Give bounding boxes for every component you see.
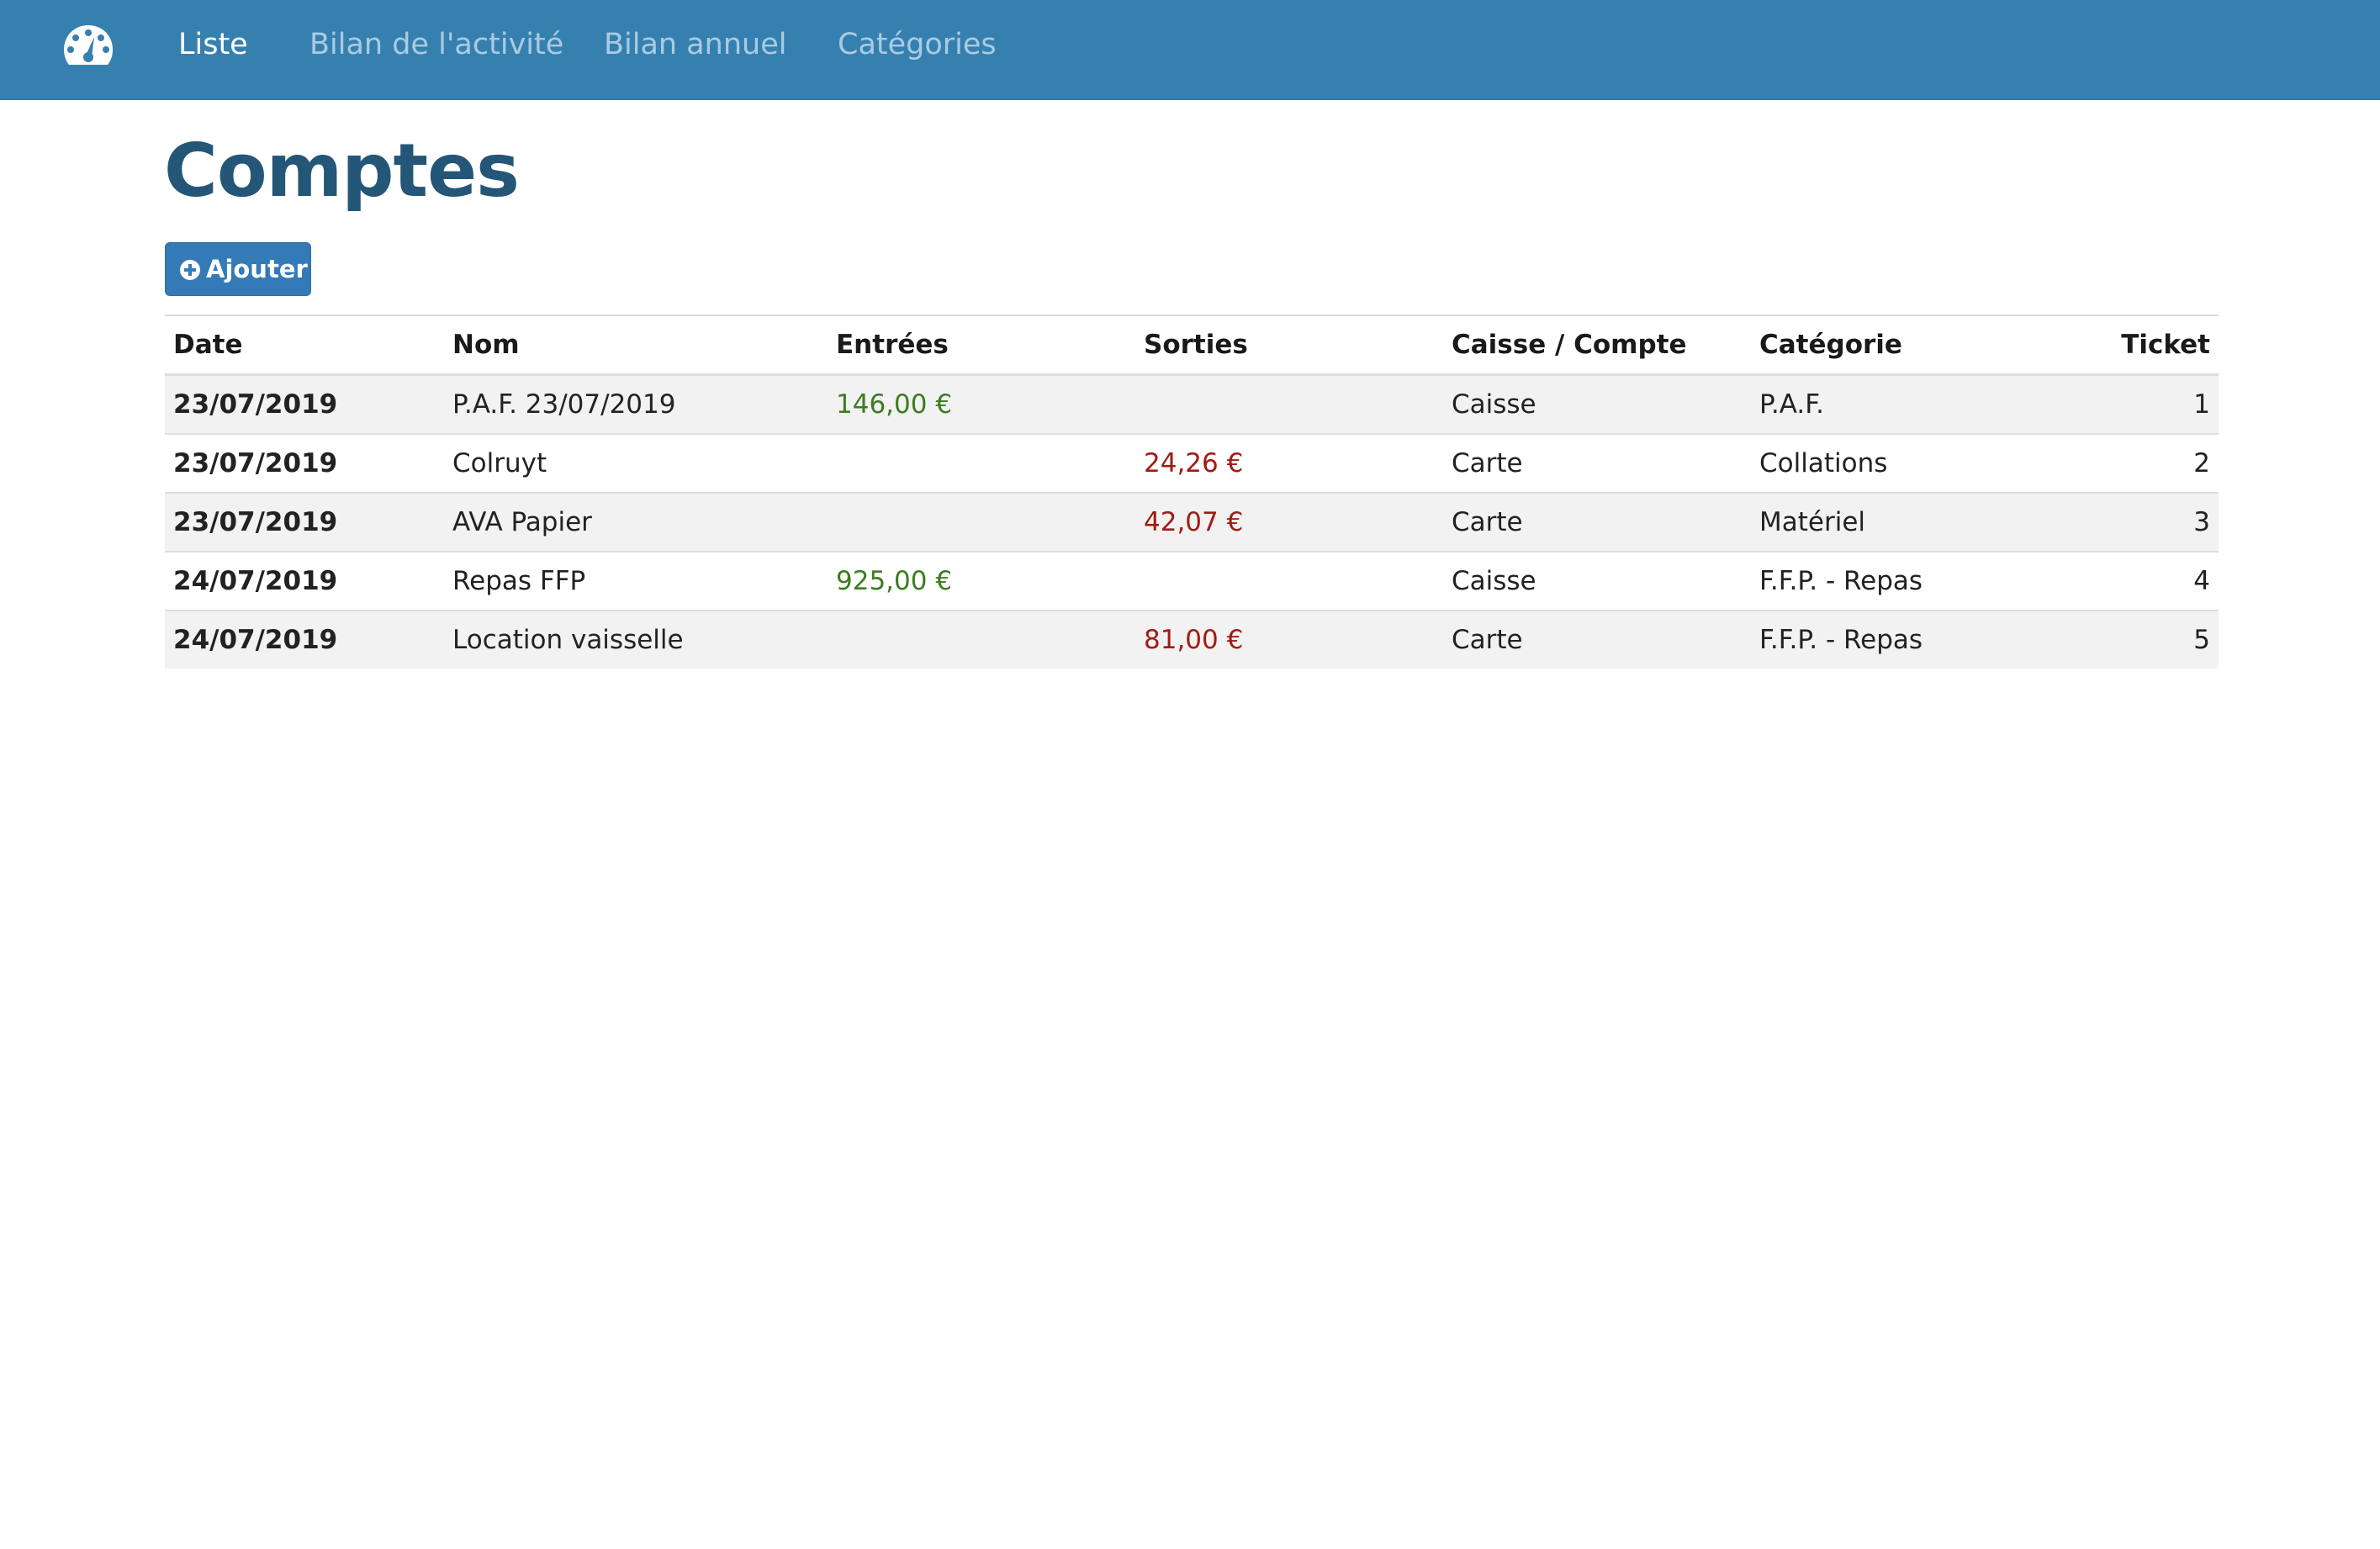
cell-entrees bbox=[828, 433, 1135, 493]
cell-caisse: Caisse bbox=[1443, 551, 1751, 611]
nav-item-categories[interactable]: Catégories bbox=[838, 28, 997, 61]
cell-entrees bbox=[828, 492, 1135, 552]
cell-nom: AVA Papier bbox=[444, 492, 828, 552]
cell-nom: Repas FFP bbox=[444, 551, 828, 611]
cell-sorties: 42,07 € bbox=[1135, 492, 1443, 552]
cell-categorie: Collations bbox=[1751, 433, 2059, 493]
cell-nom: Location vaisselle bbox=[444, 610, 828, 669]
cell-sorties: 24,26 € bbox=[1135, 433, 1443, 493]
cell-categorie: F.F.P. - Repas bbox=[1751, 610, 2059, 669]
cell-ticket: 5 bbox=[2059, 610, 2219, 669]
table-row[interactable]: 24/07/2019 Location vaisselle 81,00 € Ca… bbox=[165, 610, 2219, 669]
table-row[interactable]: 23/07/2019 Colruyt 24,26 € Carte Collati… bbox=[165, 433, 2219, 493]
cell-date: 23/07/2019 bbox=[165, 492, 444, 552]
header-ticket[interactable]: Ticket bbox=[2059, 315, 2219, 376]
plus-circle-icon bbox=[179, 258, 201, 280]
cell-date: 24/07/2019 bbox=[165, 551, 444, 611]
cell-sorties: 81,00 € bbox=[1135, 610, 1443, 669]
top-navbar: Liste Bilan de l'activité Bilan annuel C… bbox=[0, 0, 2380, 100]
header-sorties[interactable]: Sorties bbox=[1135, 315, 1443, 376]
add-button[interactable]: Ajouter bbox=[165, 242, 311, 296]
cell-categorie: P.A.F. bbox=[1751, 373, 2059, 434]
table-row[interactable]: 23/07/2019 P.A.F. 23/07/2019 146,00 € Ca… bbox=[165, 373, 2219, 434]
cell-sorties bbox=[1135, 373, 1443, 434]
cell-caisse: Caisse bbox=[1443, 373, 1751, 434]
cell-categorie: F.F.P. - Repas bbox=[1751, 551, 2059, 611]
cell-categorie: Matériel bbox=[1751, 492, 2059, 552]
dashboard-gauge-icon[interactable] bbox=[62, 24, 114, 67]
cell-date: 23/07/2019 bbox=[165, 373, 444, 434]
cell-caisse: Carte bbox=[1443, 610, 1751, 669]
cell-entrees: 925,00 € bbox=[828, 551, 1135, 611]
cell-date: 24/07/2019 bbox=[165, 610, 444, 669]
nav-item-liste[interactable]: Liste bbox=[178, 28, 248, 61]
cell-caisse: Carte bbox=[1443, 433, 1751, 493]
cell-ticket: 3 bbox=[2059, 492, 2219, 552]
header-date[interactable]: Date bbox=[165, 315, 444, 376]
nav-item-bilan-annuel[interactable]: Bilan annuel bbox=[604, 28, 787, 61]
cell-ticket: 2 bbox=[2059, 433, 2219, 493]
cell-entrees: 146,00 € bbox=[828, 373, 1135, 434]
header-nom[interactable]: Nom bbox=[444, 315, 828, 376]
table-row[interactable]: 23/07/2019 AVA Papier 42,07 € Carte Maté… bbox=[165, 492, 2219, 552]
add-button-label: Ajouter bbox=[206, 255, 308, 283]
table-row[interactable]: 24/07/2019 Repas FFP 925,00 € Caisse F.F… bbox=[165, 551, 2219, 611]
cell-nom: P.A.F. 23/07/2019 bbox=[444, 373, 828, 434]
header-categorie[interactable]: Catégorie bbox=[1751, 315, 2059, 376]
nav-item-bilan-activite[interactable]: Bilan de l'activité bbox=[309, 28, 564, 61]
cell-caisse: Carte bbox=[1443, 492, 1751, 552]
accounts-table: Date Nom Entrées Sorties Caisse / Compte… bbox=[165, 315, 2219, 669]
page-title: Comptes bbox=[164, 128, 520, 214]
cell-date: 23/07/2019 bbox=[165, 433, 444, 493]
cell-ticket: 1 bbox=[2059, 373, 2219, 434]
header-entrees[interactable]: Entrées bbox=[828, 315, 1135, 376]
table-header-row: Date Nom Entrées Sorties Caisse / Compte… bbox=[165, 315, 2219, 376]
cell-sorties bbox=[1135, 551, 1443, 611]
header-caisse-compte[interactable]: Caisse / Compte bbox=[1443, 315, 1751, 376]
cell-nom: Colruyt bbox=[444, 433, 828, 493]
cell-ticket: 4 bbox=[2059, 551, 2219, 611]
cell-entrees bbox=[828, 610, 1135, 669]
